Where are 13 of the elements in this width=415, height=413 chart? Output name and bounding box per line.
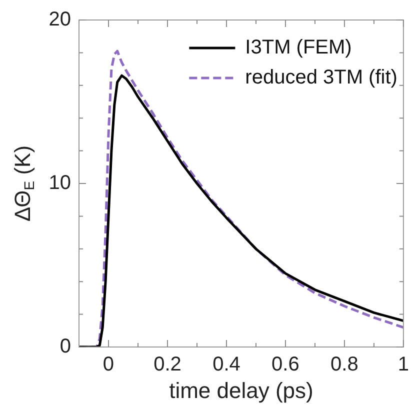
- x-tick-label: 0.8: [330, 354, 358, 376]
- x-tick-label: 0.2: [154, 354, 182, 376]
- y-tick-label: 10: [48, 172, 71, 194]
- y-axis-title: ΔΘE (K): [10, 145, 37, 222]
- x-tick-label: 0.6: [272, 354, 300, 376]
- legend-label: reduced 3TM (fit): [245, 66, 398, 89]
- x-axis-title: time delay (ps): [169, 378, 314, 404]
- y-tick-label: 0: [60, 336, 71, 358]
- x-tick-label: 0: [102, 354, 114, 376]
- x-tick-label: 0.4: [212, 354, 240, 376]
- legend-label: I3TM (FEM): [245, 36, 352, 59]
- y-tick-label: 20: [48, 8, 71, 31]
- x-tick-label: 1: [398, 354, 409, 376]
